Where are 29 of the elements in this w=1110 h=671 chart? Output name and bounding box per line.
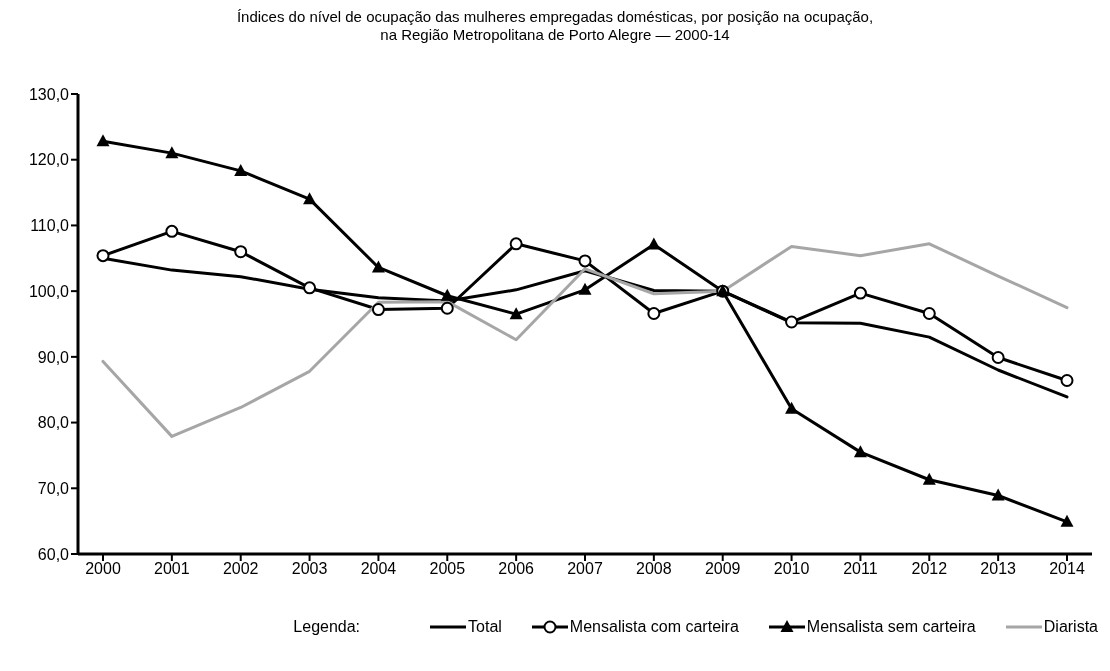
x-tick-label: 2011 <box>843 560 878 578</box>
x-tick-label: 2004 <box>360 560 397 578</box>
y-tick-label: 70,0 <box>37 479 70 497</box>
x-tick-label: 2005 <box>429 560 466 578</box>
y-tick-label: 90,0 <box>37 348 70 366</box>
legend-title: Legenda: <box>293 618 361 636</box>
x-tick-label: 2000 <box>85 560 121 578</box>
legend-label: Total <box>468 618 502 636</box>
y-tick-label: 120,0 <box>28 151 70 169</box>
y-tick-label: 110,0 <box>30 217 70 235</box>
x-tick-label: 2010 <box>773 560 810 578</box>
x-tick-label: 2002 <box>222 560 259 578</box>
x-tick-label: 2006 <box>498 560 535 578</box>
legend-label: Mensalista sem carteira <box>806 618 976 636</box>
chart-title: Índices do nível de ocupação das mulheres empregadas domésticas, por posição na ocupação, na Região Metropolitana de Porto Alegre — 2000-14 <box>235 8 875 44</box>
x-tick-label: 2001 <box>154 560 190 578</box>
y-tick-label: 130,0 <box>28 85 70 103</box>
x-tick-label: 2014 <box>1049 560 1085 578</box>
legend-label: Mensalista com carteira <box>569 618 739 636</box>
x-tick-label: 2007 <box>567 560 603 578</box>
x-tick-label: 2008 <box>636 560 672 578</box>
x-tick-label: 2003 <box>291 560 328 578</box>
legend-label: Diarista <box>1043 618 1098 636</box>
y-tick-label: 60,0 <box>37 545 70 563</box>
y-tick-label: 80,0 <box>37 414 70 432</box>
x-tick-label: 2013 <box>980 560 1017 578</box>
x-tick-label: 2009 <box>704 560 741 578</box>
x-tick-label: 2012 <box>911 560 948 578</box>
y-tick-label: 100,0 <box>28 282 70 300</box>
